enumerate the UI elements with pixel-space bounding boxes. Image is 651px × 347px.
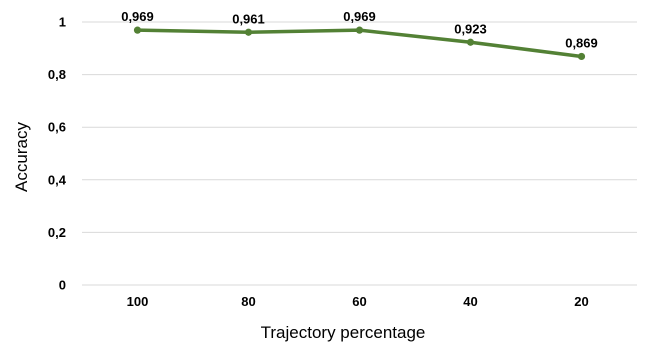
y-tick-label: 1 <box>59 15 66 30</box>
x-tick-label: 100 <box>127 294 149 309</box>
data-point <box>355 26 364 34</box>
y-axis-title: Accuracy <box>12 122 31 192</box>
y-tick-label: 0,2 <box>48 225 66 240</box>
data-label: 0,969 <box>343 9 376 24</box>
x-axis-title: Trajectory percentage <box>261 323 426 342</box>
y-tick-label: 0,8 <box>48 67 66 82</box>
data-point <box>244 28 253 36</box>
x-tick-label: 60 <box>352 294 366 309</box>
x-tick-label: 40 <box>463 294 477 309</box>
x-axis-ticks: 100 80 60 40 20 <box>127 294 589 309</box>
data-point <box>466 38 475 46</box>
data-label: 0,923 <box>454 21 487 36</box>
data-point <box>133 26 142 34</box>
series-line <box>135 28 584 59</box>
data-label: 0,969 <box>121 9 154 24</box>
y-axis-ticks: 0 0,2 0,4 0,6 0,8 1 <box>48 15 67 293</box>
data-label: 0,869 <box>565 35 598 50</box>
series-group <box>133 26 586 61</box>
data-point <box>577 52 586 61</box>
y-tick-label: 0 <box>59 278 66 293</box>
y-tick-label: 0,4 <box>48 172 67 187</box>
gridlines <box>82 21 637 286</box>
x-tick-label: 20 <box>574 294 588 309</box>
y-tick-label: 0,6 <box>48 120 66 135</box>
data-label: 0,961 <box>232 11 265 26</box>
x-tick-label: 80 <box>241 294 255 309</box>
data-labels: 0,969 0,961 0,969 0,923 0,869 <box>121 9 598 50</box>
